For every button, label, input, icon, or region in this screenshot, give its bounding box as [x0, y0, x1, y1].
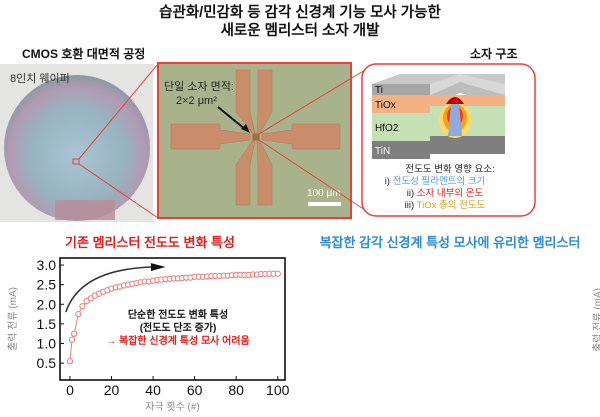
scale-bar: [308, 202, 341, 206]
data-point: [274, 270, 281, 277]
right-chart-title: 복잡한 감각 신경계 특성 모사에 유리한 멤리스터: [319, 235, 581, 250]
wafer-zoom-marker: [72, 158, 80, 165]
annotation-line1: 단순한 전도도 변화 특성: [128, 308, 228, 321]
x-tick-label: 80: [228, 382, 244, 398]
y-tick-label: 1.5: [37, 316, 57, 332]
scale-bar-label: 100 μm: [307, 188, 341, 199]
layer-stack-diagram: Ti TiOx HfO2 TiN: [372, 74, 505, 159]
y-tick-label: 2.0: [37, 296, 57, 312]
wafer-label: 8인치 웨이퍼: [10, 72, 70, 85]
microscope-image: [157, 62, 352, 219]
svg-text:i) 전도성 필라멘트의 크기: i) 전도성 필라멘트의 크기: [385, 175, 486, 187]
annotation-line3: → 복잡한 신경계 특성 모사 어려움: [106, 334, 250, 347]
factor-2-prefix: ii): [407, 188, 414, 199]
y-axis-label: 출력 전류 (mA): [592, 288, 600, 352]
area-label-line2: 2×2 μm²: [176, 95, 217, 107]
data-point: [87, 295, 94, 302]
factor-1-prefix: i): [385, 176, 390, 187]
x-tick-label: 40: [145, 382, 161, 398]
x-tick-label: 100: [266, 382, 290, 398]
y-tick-label: 3.0: [37, 257, 57, 273]
factor-1: 전도성 필라멘트의 크기: [393, 175, 486, 187]
plot-frame: [59, 257, 286, 381]
data-point: [66, 358, 74, 365]
device-marker: [252, 133, 260, 141]
x-axis-label: 자극 횟수 (#): [145, 401, 200, 413]
factors-title: 전도도 변화 영향 요소:: [405, 163, 494, 175]
left-chart: 0 20 40 60 80 100 0.5 1.0 1.5 2.0 2.5 3.0 자극 횟수 (#) 출…: [7, 257, 290, 413]
data-point: [70, 330, 78, 337]
y-tick-label: 0.5: [37, 355, 57, 371]
layer-tiox: TiOx: [375, 100, 396, 111]
factor-3: TiOx 층의 전도도: [417, 200, 486, 211]
page-title-line2: 새로운 멤리스터 소자 개발: [220, 23, 380, 39]
svg-text:ii) 소자 내부의 온도: ii) 소자 내부의 온도: [407, 188, 484, 199]
y-axis-label: 출력 전류 (mA): [7, 287, 19, 351]
wafer: [4, 75, 150, 221]
trend-arrow: [65, 266, 154, 313]
data-point: [75, 310, 82, 318]
arrowhead-icon: [150, 263, 166, 271]
page-title-line1: 습관화/민감화 등 감각 신경계 기능 모사 가능한: [159, 5, 441, 21]
x-tick-label: 0: [66, 382, 74, 398]
device-illustration: 8인치 웨이퍼 단일 소자 면적: 2×2 μm² 100 μm: [0, 62, 536, 222]
left-chart-title: 기존 멤리스터 전도도 변화 특성: [65, 235, 235, 250]
y-tick-label: 1.0: [37, 336, 57, 352]
svg-text:iii) TiOx 층의 전도도: iii) TiOx 층의 전도도: [405, 200, 486, 211]
data-point: [68, 336, 76, 343]
x-tick-label: 60: [187, 382, 203, 398]
factor-2: 소자 내부의 온도: [417, 188, 484, 199]
area-label-line1: 단일 소자 면적:: [164, 79, 234, 93]
layer-tin: TiN: [375, 146, 390, 157]
wafer-image: [0, 64, 153, 222]
wafer-heading: CMOS 호환 대면적 공정: [22, 47, 146, 61]
x-tick-label: 20: [104, 382, 120, 398]
y-tick-label: 2.5: [37, 277, 57, 293]
structure-heading: 소자 구조: [470, 47, 518, 61]
annotation-line2: (전도도 단조 증가): [140, 321, 217, 334]
arrow-icon: [241, 124, 250, 133]
factor-3-prefix: iii): [405, 200, 415, 211]
layer-hfo2: HfO2: [375, 123, 399, 134]
data-point: [79, 303, 86, 310]
layer-ti: Ti: [375, 85, 383, 96]
data-point: [83, 298, 90, 305]
